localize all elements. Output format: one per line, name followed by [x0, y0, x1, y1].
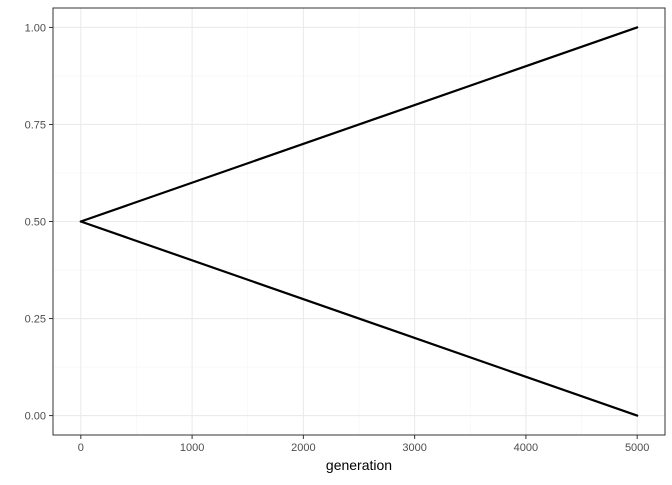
x-tick-label: 3000: [402, 442, 426, 454]
x-axis-title: generation: [326, 457, 392, 473]
x-tick-label: 4000: [514, 442, 538, 454]
y-axis: 0.00 0.25 0.50 0.75 1.00: [25, 22, 53, 423]
x-tick-label: 0: [78, 442, 84, 454]
y-tick-label: 0.75: [25, 119, 46, 131]
x-tick-label: 1000: [180, 442, 204, 454]
y-tick-label: 1.00: [25, 22, 46, 34]
y-tick-label: 0.50: [25, 217, 46, 229]
y-tick-label: 0.00: [25, 411, 46, 423]
x-tick-label: 2000: [291, 442, 315, 454]
series-layer: [79, 26, 639, 417]
series-line-2: [79, 220, 639, 417]
y-tick-label: 0.25: [25, 314, 46, 326]
x-axis: 0 1000 2000 3000 4000 5000: [78, 435, 649, 454]
x-tick-label: 5000: [625, 442, 649, 454]
series-line-1: [79, 26, 639, 223]
